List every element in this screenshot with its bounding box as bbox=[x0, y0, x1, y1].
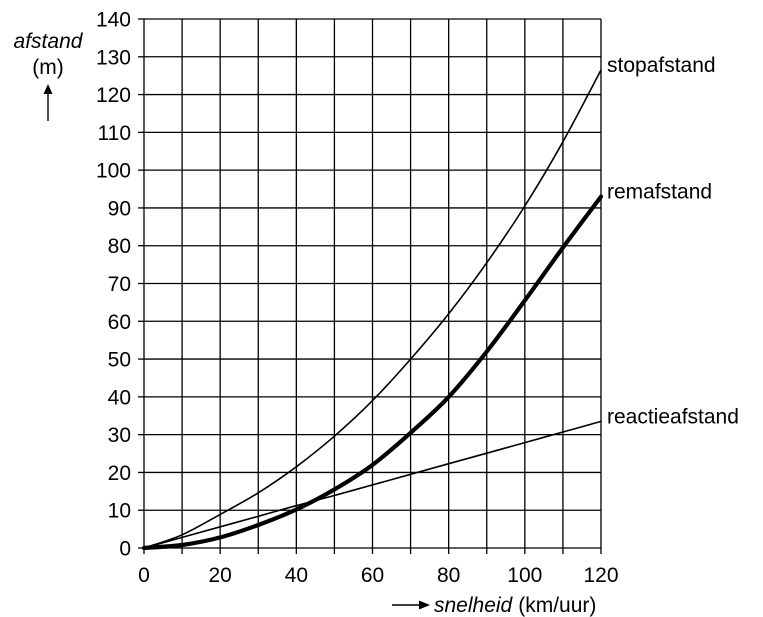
series-label-reactieafstand: reactieafstand bbox=[607, 405, 739, 428]
y-tick-label: 10 bbox=[108, 500, 131, 523]
x-tick-label: 20 bbox=[208, 564, 231, 587]
series-labels: stopafstand remafstand reactieafstand bbox=[607, 54, 739, 428]
x-tick-label: 0 bbox=[138, 564, 150, 587]
series-line-stopafstand bbox=[143, 69, 602, 549]
y-tick-label: 0 bbox=[119, 538, 131, 561]
x-axis-label: snelheid (km/uur) bbox=[434, 594, 596, 617]
y-tick-label: 90 bbox=[108, 197, 131, 220]
series-label-stopafstand: stopafstand bbox=[607, 54, 716, 77]
y-tick-label: 80 bbox=[108, 235, 131, 258]
y-tick-label: 40 bbox=[108, 386, 131, 409]
x-axis-label-unit: (km/uur) bbox=[518, 594, 596, 617]
x-axis-label-word: snelheid bbox=[434, 594, 514, 617]
y-axis-label: afstand bbox=[14, 30, 84, 53]
y-tick-label: 100 bbox=[96, 160, 131, 183]
grid bbox=[138, 18, 602, 554]
y-tick-label: 60 bbox=[108, 311, 131, 334]
y-tick-label: 140 bbox=[96, 9, 131, 32]
x-axis-arrow-icon bbox=[392, 600, 430, 610]
series-line-remafstand bbox=[141, 194, 604, 551]
y-axis-arrow-icon bbox=[43, 84, 53, 121]
x-tick-label: 40 bbox=[285, 564, 308, 587]
x-tick-labels: 0 20 40 60 80 100 120 bbox=[138, 564, 618, 587]
x-tick-label: 120 bbox=[583, 564, 618, 587]
series-line-reactieafstand bbox=[143, 420, 602, 549]
x-tick-label: 60 bbox=[361, 564, 384, 587]
y-tick-label: 30 bbox=[108, 424, 131, 447]
y-tick-label: 20 bbox=[108, 462, 131, 485]
y-tick-label: 70 bbox=[108, 273, 131, 296]
y-tick-label: 130 bbox=[96, 46, 131, 69]
y-tick-label: 120 bbox=[96, 84, 131, 107]
x-tick-label: 80 bbox=[437, 564, 460, 587]
y-tick-label: 110 bbox=[98, 122, 131, 145]
y-axis-unit: (m) bbox=[32, 56, 63, 79]
x-tick-label: 100 bbox=[507, 564, 542, 587]
y-tick-label: 50 bbox=[108, 349, 131, 372]
series-label-remafstand: remafstand bbox=[607, 181, 712, 204]
y-tick-labels: 0 10 20 30 40 50 60 70 80 90 100 110 120 130 140 bbox=[96, 9, 131, 561]
series-lines bbox=[141, 69, 604, 551]
